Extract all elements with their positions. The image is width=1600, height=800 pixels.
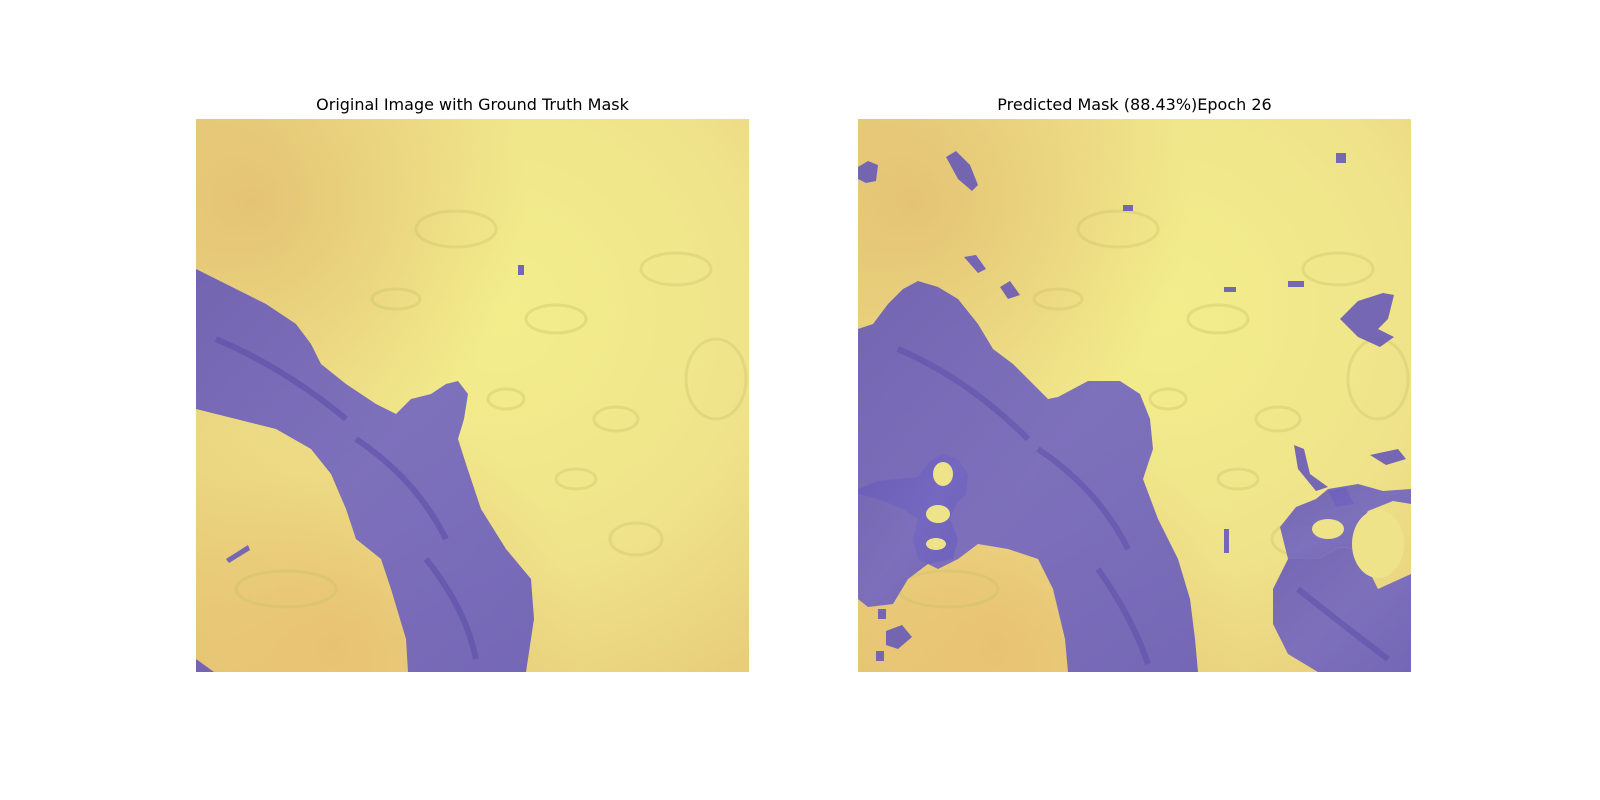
predicted-mask-bottom-right-lower bbox=[1273, 547, 1411, 672]
predicted-mask-hole-1 bbox=[933, 462, 953, 486]
predicted-mask-speck-7 bbox=[886, 625, 912, 649]
predicted-mask-scatter-2 bbox=[1370, 449, 1406, 465]
predicted-mask-speck-1 bbox=[1336, 153, 1346, 163]
predicted-mask-speck-8 bbox=[876, 651, 884, 661]
mask-texture bbox=[214, 336, 479, 660]
predicted-mask-bottom-right bbox=[1280, 484, 1411, 559]
predicted-mask-speck-6 bbox=[1288, 281, 1304, 287]
prediction-image bbox=[858, 119, 1411, 672]
predicted-mask-hole-3 bbox=[926, 538, 946, 550]
ground-truth-title: Original Image with Ground Truth Mask bbox=[316, 95, 629, 114]
ground-truth-mask-corner bbox=[196, 659, 214, 672]
prediction-panel: Predicted Mask (88.43%)Epoch 26 bbox=[858, 0, 1411, 800]
predicted-mask-speck-4 bbox=[1000, 281, 1020, 299]
predicted-mask-main bbox=[858, 281, 1198, 672]
ground-truth-image bbox=[196, 119, 749, 672]
predicted-mask-speck-2 bbox=[1123, 205, 1133, 211]
predicted-mask-hole-4 bbox=[1352, 510, 1404, 578]
tissue-texture bbox=[234, 209, 748, 609]
predicted-mask-hole-2 bbox=[926, 505, 950, 523]
predicted-mask-scatter-4 bbox=[1224, 529, 1229, 553]
predicted-mask-speck-9 bbox=[878, 609, 886, 619]
predicted-mask-left-lobe bbox=[858, 454, 968, 607]
predicted-mask-speck-5 bbox=[1224, 287, 1236, 292]
predicted-mask-scatter-1 bbox=[1294, 445, 1328, 491]
predicted-mask-hole-5 bbox=[1312, 519, 1344, 539]
predicted-mask-blob-edge bbox=[858, 161, 878, 183]
prediction-title: Predicted Mask (88.43%)Epoch 26 bbox=[997, 95, 1272, 114]
ground-truth-mask-speck-2 bbox=[226, 545, 250, 563]
ground-truth-mask-speck-1 bbox=[518, 265, 524, 275]
ground-truth-panel: Original Image with Ground Truth Mask bbox=[196, 0, 749, 800]
mask-texture bbox=[896, 346, 1390, 665]
prediction-image-svg bbox=[858, 119, 1411, 672]
tissue-texture bbox=[896, 209, 1410, 609]
ground-truth-image-svg bbox=[196, 119, 749, 672]
predicted-mask-speck-3 bbox=[964, 255, 986, 273]
predicted-mask-blob-top-left bbox=[946, 151, 978, 191]
predicted-mask-blob-right bbox=[1340, 293, 1394, 347]
